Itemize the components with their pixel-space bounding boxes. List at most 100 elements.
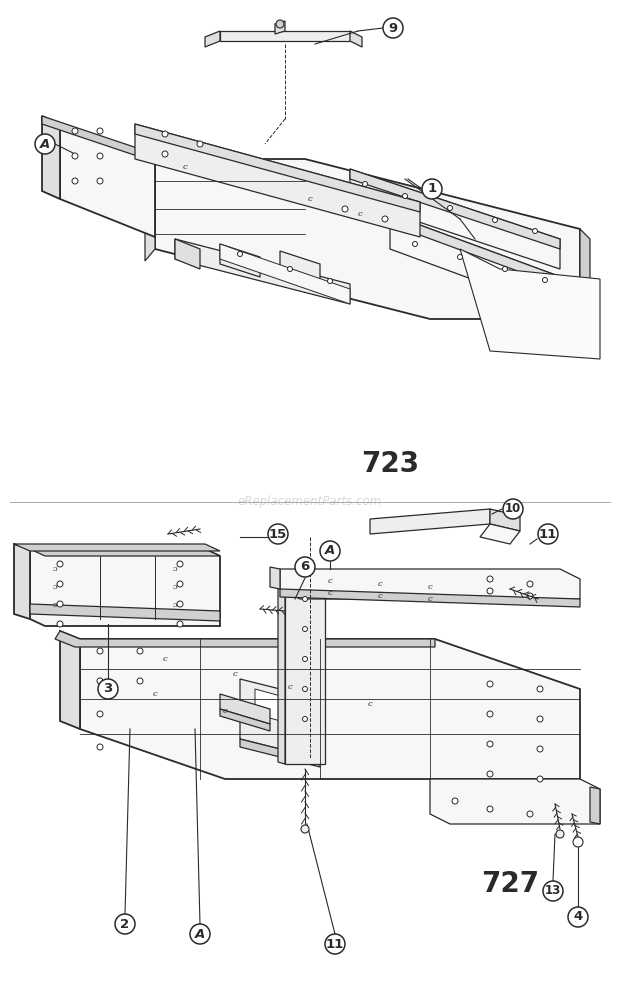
Polygon shape <box>80 639 580 779</box>
Polygon shape <box>280 589 580 607</box>
Circle shape <box>72 153 78 159</box>
Text: c: c <box>378 580 383 588</box>
Polygon shape <box>240 739 320 767</box>
Text: 11: 11 <box>326 937 344 950</box>
Polygon shape <box>240 679 320 759</box>
Text: c: c <box>378 592 383 600</box>
Polygon shape <box>175 239 350 304</box>
Polygon shape <box>220 31 350 41</box>
Circle shape <box>57 561 63 567</box>
Circle shape <box>502 267 508 272</box>
Text: c: c <box>327 577 332 585</box>
Circle shape <box>487 711 493 717</box>
Polygon shape <box>145 159 155 261</box>
Polygon shape <box>350 169 560 249</box>
Polygon shape <box>460 249 600 359</box>
Circle shape <box>556 830 564 838</box>
Circle shape <box>97 744 103 750</box>
Text: A: A <box>195 927 205 940</box>
Circle shape <box>177 561 183 567</box>
Circle shape <box>320 541 340 561</box>
Circle shape <box>57 621 63 627</box>
Polygon shape <box>175 239 200 269</box>
Circle shape <box>527 593 533 599</box>
Circle shape <box>97 711 103 717</box>
Polygon shape <box>275 21 285 34</box>
Polygon shape <box>280 569 580 599</box>
Circle shape <box>301 825 309 833</box>
Polygon shape <box>390 214 580 294</box>
Circle shape <box>115 914 135 934</box>
Polygon shape <box>30 549 220 556</box>
Polygon shape <box>280 251 320 284</box>
Polygon shape <box>30 604 220 621</box>
Circle shape <box>190 924 210 944</box>
Circle shape <box>97 128 103 134</box>
Circle shape <box>177 581 183 587</box>
Circle shape <box>503 499 523 519</box>
Polygon shape <box>255 689 310 729</box>
Circle shape <box>327 279 332 284</box>
Polygon shape <box>42 116 155 162</box>
Polygon shape <box>285 584 325 764</box>
Circle shape <box>325 934 345 954</box>
Polygon shape <box>590 787 600 824</box>
Polygon shape <box>42 116 60 199</box>
Circle shape <box>487 806 493 812</box>
Text: 10: 10 <box>505 502 521 515</box>
Circle shape <box>162 151 168 157</box>
Polygon shape <box>14 544 220 551</box>
Circle shape <box>402 194 407 199</box>
Text: A: A <box>325 544 335 557</box>
Circle shape <box>448 206 453 211</box>
Text: 723: 723 <box>361 450 419 478</box>
Text: c: c <box>183 163 187 171</box>
Circle shape <box>35 134 55 154</box>
Polygon shape <box>220 694 270 724</box>
Circle shape <box>537 686 543 692</box>
Circle shape <box>527 581 533 587</box>
Circle shape <box>537 716 543 722</box>
Circle shape <box>543 881 563 901</box>
Circle shape <box>487 681 493 687</box>
Text: 4: 4 <box>574 910 583 923</box>
Circle shape <box>97 648 103 654</box>
Text: ɔ: ɔ <box>173 601 177 609</box>
Polygon shape <box>60 124 155 237</box>
Polygon shape <box>278 582 285 764</box>
Circle shape <box>57 601 63 607</box>
Circle shape <box>137 678 143 684</box>
Text: 9: 9 <box>389 22 397 35</box>
Text: ɔ: ɔ <box>173 583 177 591</box>
Polygon shape <box>490 509 520 531</box>
Text: 15: 15 <box>269 527 287 540</box>
Polygon shape <box>205 31 220 47</box>
Circle shape <box>162 131 168 137</box>
Circle shape <box>97 678 103 684</box>
Polygon shape <box>220 709 270 731</box>
Circle shape <box>342 206 348 212</box>
Circle shape <box>527 811 533 817</box>
Text: c: c <box>153 690 157 698</box>
Polygon shape <box>350 169 560 269</box>
Text: A: A <box>40 138 50 151</box>
Text: c: c <box>308 195 312 203</box>
Circle shape <box>237 252 242 257</box>
Polygon shape <box>370 509 490 534</box>
Polygon shape <box>135 124 420 212</box>
Circle shape <box>538 524 558 544</box>
Text: 6: 6 <box>300 560 309 573</box>
Polygon shape <box>14 544 30 619</box>
Polygon shape <box>220 244 260 277</box>
Circle shape <box>533 229 538 234</box>
Circle shape <box>97 153 103 159</box>
Circle shape <box>276 20 284 28</box>
Circle shape <box>542 278 547 283</box>
Text: c: c <box>428 595 432 603</box>
Text: c: c <box>223 707 228 715</box>
Polygon shape <box>55 631 435 647</box>
Text: ɔ: ɔ <box>53 583 57 591</box>
Polygon shape <box>480 524 520 544</box>
Polygon shape <box>270 567 280 589</box>
Text: c: c <box>428 583 432 591</box>
